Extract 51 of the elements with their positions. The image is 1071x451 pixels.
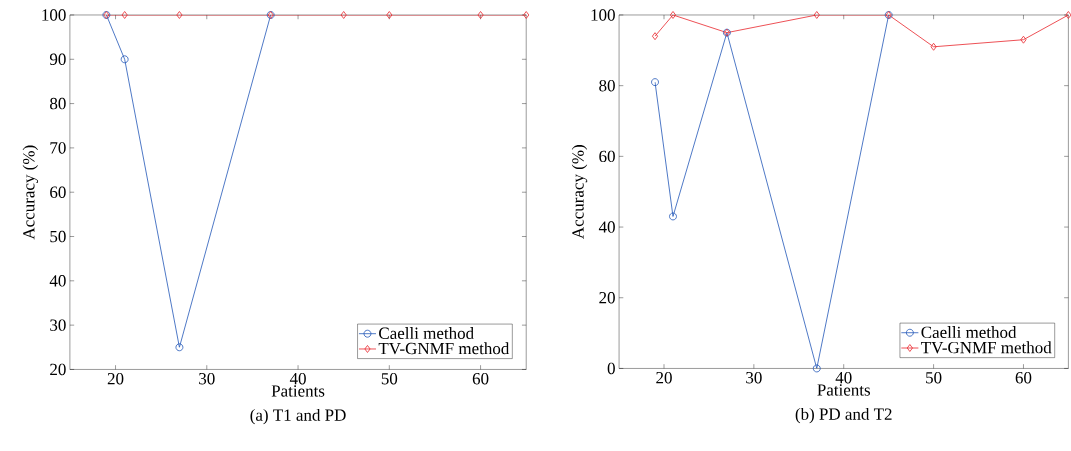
y-axis-title: Accuracy (%) bbox=[22, 145, 39, 240]
point bbox=[386, 10, 393, 19]
point bbox=[121, 10, 128, 19]
point bbox=[812, 364, 821, 373]
y-axis-title: Accuracy (%) bbox=[571, 144, 588, 239]
y-tick-label: 60 bbox=[50, 186, 66, 198]
x-tick-label: 50 bbox=[926, 371, 942, 384]
point bbox=[477, 10, 484, 19]
x-axis-title: Patients bbox=[271, 385, 325, 397]
point bbox=[120, 55, 129, 64]
y-tick-label: 70 bbox=[50, 142, 66, 154]
legend-label: Caelli method bbox=[921, 325, 1017, 338]
x-tick-label: 40 bbox=[289, 372, 306, 385]
point bbox=[930, 42, 937, 51]
y-tick-label: 20 bbox=[599, 291, 615, 304]
x-tick-label: 60 bbox=[472, 372, 489, 385]
legend-label: Caelli method bbox=[379, 326, 474, 339]
text: (b) PD and T2 bbox=[795, 407, 892, 424]
point bbox=[669, 10, 677, 19]
y-tick-label: 80 bbox=[599, 79, 615, 92]
y-tick-label: 40 bbox=[598, 221, 615, 233]
x-tick-label: 20 bbox=[107, 372, 124, 385]
point bbox=[652, 32, 659, 40]
x-tick-label: 50 bbox=[381, 372, 398, 385]
y-tick-label: 90 bbox=[49, 53, 66, 65]
y-tick-label: 100 bbox=[591, 9, 615, 21]
point bbox=[1020, 35, 1027, 44]
y-tick-label: 50 bbox=[50, 230, 66, 243]
point bbox=[523, 10, 530, 19]
legend-label: TV-GNMF method bbox=[378, 342, 510, 355]
point bbox=[813, 10, 820, 19]
x-axis-title: Patients bbox=[817, 384, 871, 396]
point bbox=[669, 212, 677, 221]
y-tick-label: 80 bbox=[50, 97, 66, 110]
y-tick-label: 100 bbox=[42, 9, 66, 21]
x-tick-label: 30 bbox=[199, 372, 215, 385]
point bbox=[340, 10, 347, 19]
y-tick-label: 30 bbox=[50, 319, 66, 331]
point bbox=[651, 78, 659, 86]
x-tick-label: 20 bbox=[656, 371, 672, 384]
x-tick-label: 40 bbox=[835, 371, 852, 384]
y-tick-label: 60 bbox=[599, 150, 615, 162]
text: (a) T1 and PD bbox=[250, 408, 346, 425]
y-tick-label: 20 bbox=[50, 363, 66, 376]
x-tick-label: 30 bbox=[746, 371, 762, 384]
x-tick-label: 60 bbox=[1015, 371, 1032, 384]
y-tick-label: 0 bbox=[607, 362, 615, 375]
y-tick-label: 40 bbox=[49, 274, 66, 287]
point bbox=[176, 10, 183, 19]
point bbox=[175, 343, 184, 352]
legend-label: TV-GNMF method bbox=[921, 341, 1052, 354]
